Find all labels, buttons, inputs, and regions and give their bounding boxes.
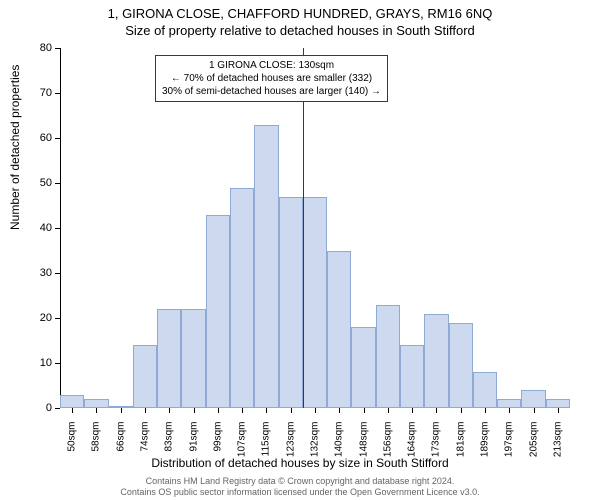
y-tick-label: 70 [40, 87, 52, 99]
y-tick [55, 363, 60, 364]
chart-container: 1, GIRONA CLOSE, CHAFFORD HUNDRED, GRAYS… [0, 0, 600, 500]
x-tick-label: 140sqm [334, 422, 345, 462]
histogram-bar [327, 251, 351, 409]
attribution-footer: Contains HM Land Registry data © Crown c… [0, 476, 600, 498]
histogram-bar [400, 345, 424, 408]
x-tick [121, 408, 122, 413]
x-tick [169, 408, 170, 413]
x-tick-label: 74sqm [140, 422, 151, 462]
y-tick [55, 138, 60, 139]
y-tick-label: 40 [40, 222, 52, 234]
footer-line1: Contains HM Land Registry data © Crown c… [0, 476, 600, 487]
x-tick [218, 408, 219, 413]
x-tick-label: 197sqm [504, 422, 515, 462]
x-tick-label: 173sqm [431, 422, 442, 462]
y-tick [55, 93, 60, 94]
x-tick-label: 123sqm [285, 422, 296, 462]
annotation-line2: ← 70% of detached houses are smaller (33… [162, 72, 381, 85]
x-tick [509, 408, 510, 413]
plot-area [60, 48, 570, 408]
x-tick [436, 408, 437, 413]
x-tick [96, 408, 97, 413]
y-tick-label: 50 [40, 177, 52, 189]
x-tick [266, 408, 267, 413]
x-tick [315, 408, 316, 413]
reference-line [303, 48, 304, 408]
x-tick [145, 408, 146, 413]
x-tick [388, 408, 389, 413]
footer-line2: Contains OS public sector information li… [0, 487, 600, 498]
x-tick-label: 213sqm [552, 422, 563, 462]
y-tick-label: 0 [46, 402, 52, 414]
x-tick-label: 99sqm [212, 422, 223, 462]
histogram-bar [376, 305, 400, 409]
x-tick [72, 408, 73, 413]
x-tick-label: 83sqm [164, 422, 175, 462]
histogram-bar [279, 197, 303, 409]
y-tick-label: 10 [40, 357, 52, 369]
x-tick-label: 181sqm [455, 422, 466, 462]
x-tick-label: 156sqm [382, 422, 393, 462]
histogram-bar [473, 372, 497, 408]
histogram-bar [521, 390, 545, 408]
histogram-bar [230, 188, 254, 409]
histogram-bar [84, 399, 108, 408]
histogram-bar [133, 345, 157, 408]
histogram-bar [60, 395, 84, 409]
y-tick [55, 273, 60, 274]
y-tick [55, 183, 60, 184]
y-axis-label: Number of detached properties [8, 65, 22, 230]
x-tick [242, 408, 243, 413]
y-tick-label: 20 [40, 312, 52, 324]
y-tick-label: 60 [40, 132, 52, 144]
x-tick [461, 408, 462, 413]
x-tick [412, 408, 413, 413]
chart-title-line2: Size of property relative to detached ho… [0, 21, 600, 38]
histogram-bar [449, 323, 473, 409]
y-tick [55, 408, 60, 409]
x-tick [291, 408, 292, 413]
x-tick [364, 408, 365, 413]
histogram-bar [157, 309, 181, 408]
histogram-bar [497, 399, 521, 408]
chart-title-line1: 1, GIRONA CLOSE, CHAFFORD HUNDRED, GRAYS… [0, 0, 600, 21]
x-tick [534, 408, 535, 413]
y-axis-line [60, 48, 61, 408]
x-tick-label: 50sqm [67, 422, 78, 462]
x-tick-label: 148sqm [358, 422, 369, 462]
annotation-line1: 1 GIRONA CLOSE: 130sqm [162, 59, 381, 72]
x-tick-label: 132sqm [310, 422, 321, 462]
x-tick-label: 107sqm [237, 422, 248, 462]
y-tick [55, 48, 60, 49]
y-tick [55, 228, 60, 229]
histogram-bar [546, 399, 570, 408]
x-tick-label: 58sqm [91, 422, 102, 462]
x-tick-label: 91sqm [188, 422, 199, 462]
x-tick-label: 66sqm [115, 422, 126, 462]
y-tick-label: 80 [40, 42, 52, 54]
x-tick [339, 408, 340, 413]
y-tick [55, 318, 60, 319]
histogram-bar [351, 327, 375, 408]
histogram-bar [254, 125, 278, 409]
x-tick-label: 115sqm [261, 422, 272, 462]
x-tick [194, 408, 195, 413]
histogram-bar [303, 197, 327, 409]
x-tick-label: 205sqm [528, 422, 539, 462]
x-tick [558, 408, 559, 413]
annotation-line3: 30% of semi-detached houses are larger (… [162, 85, 381, 98]
x-tick [485, 408, 486, 413]
histogram-bar [206, 215, 230, 409]
y-tick-label: 30 [40, 267, 52, 279]
annotation-box: 1 GIRONA CLOSE: 130sqm← 70% of detached … [155, 55, 388, 102]
x-tick-label: 189sqm [480, 422, 491, 462]
histogram-bar [424, 314, 448, 409]
x-tick-label: 164sqm [407, 422, 418, 462]
histogram-bar [181, 309, 205, 408]
